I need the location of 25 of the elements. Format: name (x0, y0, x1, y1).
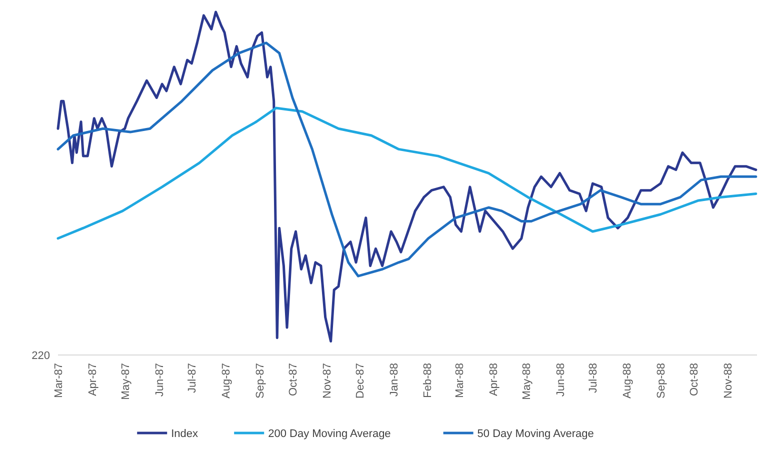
legend-label: 200 Day Moving Average (268, 428, 391, 440)
x-tick-label: Jul-87 (186, 363, 199, 393)
x-tick-label: Feb-88 (422, 363, 434, 398)
x-tick-label: Mar-87 (53, 363, 65, 398)
x-tick-label: Jun-87 (154, 363, 166, 397)
x-tick-label: Nov-88 (722, 363, 734, 398)
text: 220 (32, 350, 50, 362)
x-tick-label: Oct-87 (287, 363, 300, 396)
x-tick-label: Jun-88 (554, 363, 567, 397)
legend-label: Index (171, 428, 199, 440)
legend-label: 50 Day Moving Average (477, 428, 594, 440)
x-tick-label: Sep-87 (254, 363, 267, 398)
x-tick-label: Jul-88 (588, 363, 600, 393)
x-tick-label: Apr-88 (488, 363, 500, 396)
x-tick-label: Jan-88 (388, 363, 400, 397)
x-tick-label: May-87 (120, 363, 132, 400)
x-tick-label: Sep-88 (656, 363, 668, 398)
x-tick-label: May-88 (520, 363, 533, 400)
x-tick-label: Mar-88 (454, 363, 466, 398)
x-tick-label: Oct-88 (688, 363, 700, 396)
x-tick-label: Aug-87 (220, 363, 233, 398)
x-tick-label: Nov-87 (321, 363, 334, 398)
x-tick-label: Aug-88 (622, 363, 634, 398)
x-tick-label: Apr-87 (86, 363, 99, 396)
x-tick-label: Dec-87 (354, 363, 366, 398)
